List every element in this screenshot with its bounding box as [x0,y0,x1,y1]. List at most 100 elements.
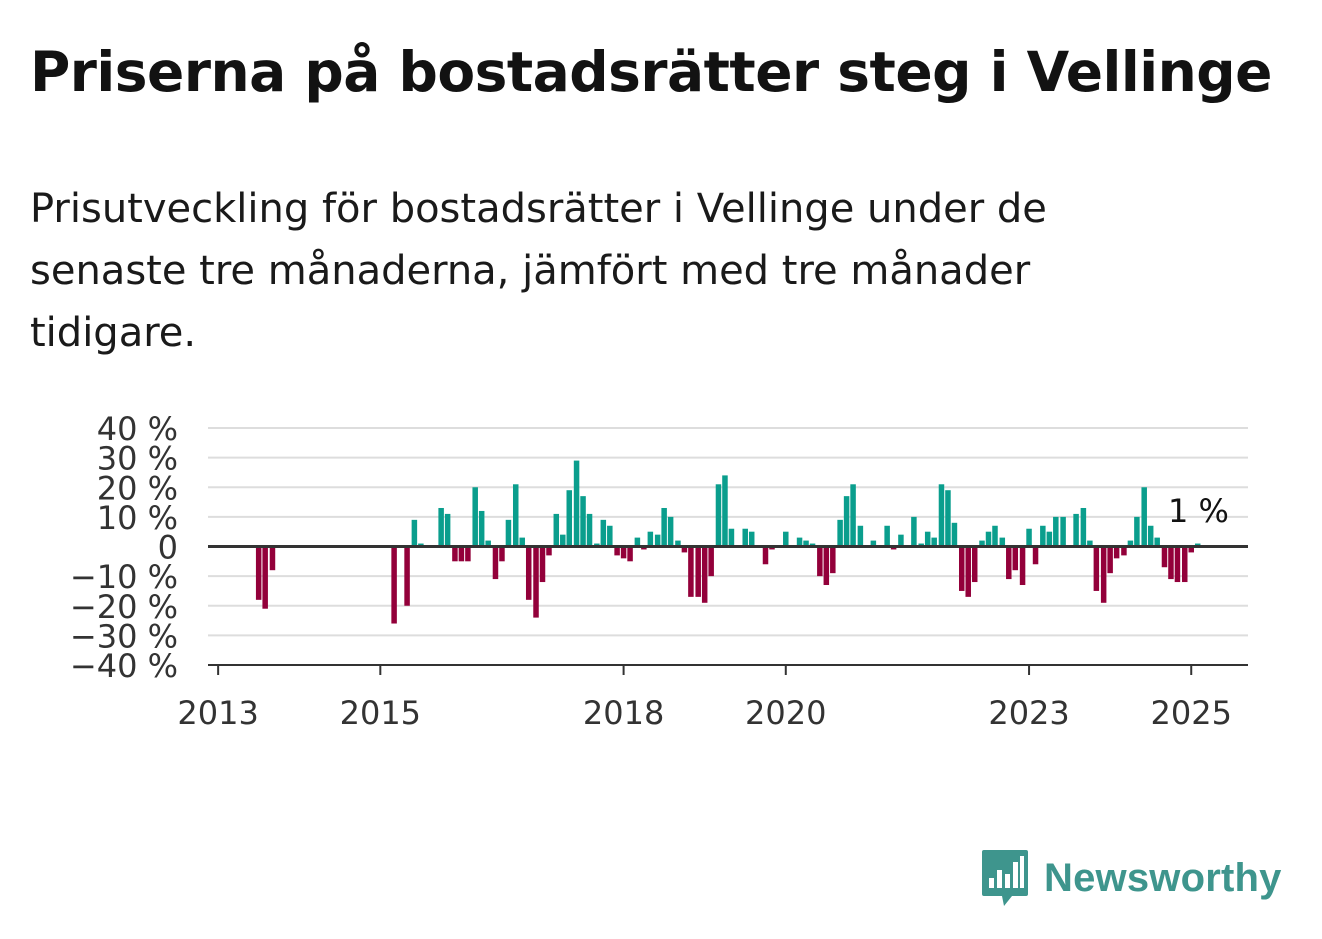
bar [870,540,877,547]
y-tick-label: 10 % [97,499,178,537]
bar [620,546,627,559]
bar [695,546,701,597]
bar [762,546,769,565]
x-tick-label: 2025 [1151,694,1232,732]
bar [1182,546,1188,583]
bar [667,516,674,547]
bar [783,531,789,547]
page-title: Priserna på bostadsrätter steg i Velling… [30,40,1272,104]
y-tick-label: −40 % [70,647,178,685]
bar [411,519,418,547]
bar [1168,546,1174,580]
x-tick-label: 2023 [988,694,1069,732]
x-tick-label: 2018 [583,694,664,732]
bar [1154,537,1160,547]
bar [586,513,593,547]
bar [1019,546,1026,586]
bar [600,519,607,547]
bar [1121,546,1127,556]
bar [505,519,512,547]
bar [1073,513,1079,547]
last-value-label: 1 % [1168,492,1229,530]
bar [269,546,276,571]
y-tick-label: 40 % [97,410,178,448]
bar [499,546,505,562]
bar [533,546,539,618]
bar [580,496,586,547]
bar [688,546,694,597]
bar [837,519,843,547]
bar [850,484,856,547]
bar [675,540,681,547]
bar [1134,516,1140,547]
bar [817,546,823,577]
bar-chart-speech-bubble-icon [982,850,1028,906]
bar [512,484,519,547]
bar [1113,546,1120,559]
bar [938,484,945,547]
bar [1100,546,1107,603]
bar [701,546,708,603]
bar [1080,507,1087,547]
bar [843,496,850,547]
bar [1012,546,1019,571]
bar [1006,546,1012,580]
bar [485,540,491,547]
bar [391,546,397,624]
bar [661,507,667,547]
bar [1053,516,1059,547]
bar [742,528,748,547]
bar [1026,528,1032,547]
bar [884,525,890,547]
bar [478,510,485,547]
bar [647,531,654,547]
bar [525,546,532,600]
bar [979,540,985,547]
bar [992,525,998,547]
bar [614,546,620,556]
bar [796,537,803,547]
bar [1093,546,1100,591]
bar-series [255,460,1201,624]
bar [492,546,499,580]
bar [1032,546,1039,565]
bar [404,546,410,606]
bar [898,534,904,547]
bar [1046,531,1053,547]
bar [945,490,951,547]
bar [444,513,451,547]
bar [458,546,465,562]
y-tick-label: 0 [158,529,178,567]
bar [553,513,560,547]
bar [560,534,566,547]
tick-labels: 40 %30 %20 %10 %0−10 %−20 %−30 %−40 % 201… [70,410,1232,732]
bar [803,540,809,547]
bar [728,528,735,547]
grid-lines [208,427,1248,666]
bar [654,534,661,547]
bar [1107,546,1113,574]
bar [627,546,633,562]
bar [452,546,458,562]
y-tick-label: −20 % [70,588,178,626]
bar [681,546,688,553]
x-tick-label: 2015 [340,694,421,732]
bar [971,546,978,583]
bar [1141,487,1147,547]
bar [539,546,546,583]
y-tick-label: 20 % [97,469,178,507]
y-tick-label: 30 % [97,440,178,478]
bar [465,546,471,562]
bar [951,522,958,547]
bar [823,546,830,586]
bar [1174,546,1181,583]
bar [573,460,580,547]
bar [634,537,641,547]
brand-name: Newsworthy [1044,855,1282,900]
bar [262,546,268,609]
brand-logo: Newsworthy [980,848,1282,908]
bar [830,546,836,574]
bar [708,546,714,577]
bar [715,484,722,547]
